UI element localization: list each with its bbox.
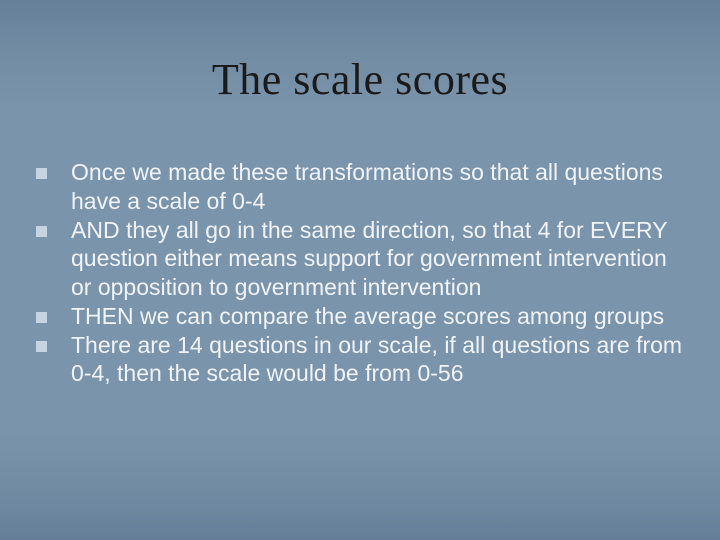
bullet-item: THEN we can compare the average scores a…: [36, 302, 690, 331]
bullet-text: There are 14 questions in our scale, if …: [71, 331, 690, 389]
bullet-item: AND they all go in the same direction, s…: [36, 216, 690, 302]
bullet-item: There are 14 questions in our scale, if …: [36, 331, 690, 389]
square-bullet-icon: [36, 168, 47, 179]
slide-title: The scale scores: [0, 54, 720, 105]
square-bullet-icon: [36, 341, 47, 352]
bullet-text: Once we made these transformations so th…: [71, 158, 690, 216]
square-bullet-icon: [36, 312, 47, 323]
square-bullet-icon: [36, 226, 47, 237]
bullet-item: Once we made these transformations so th…: [36, 158, 690, 216]
slide-content: Once we made these transformations so th…: [36, 158, 690, 388]
slide: The scale scores Once we made these tran…: [0, 0, 720, 540]
bullet-text: AND they all go in the same direction, s…: [71, 216, 690, 302]
bullet-text: THEN we can compare the average scores a…: [71, 302, 690, 331]
